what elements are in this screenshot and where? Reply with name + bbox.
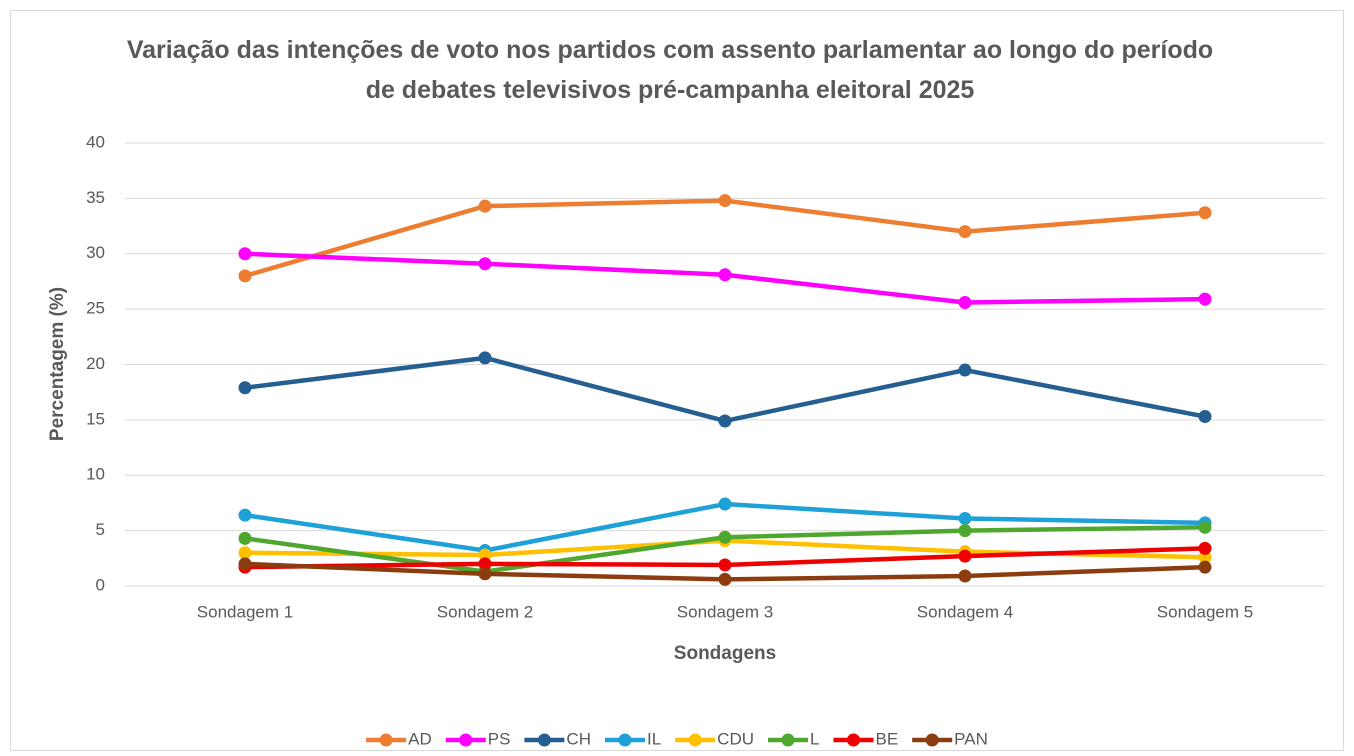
point <box>238 531 252 545</box>
point <box>238 508 252 522</box>
legend-label: PAN <box>954 729 988 748</box>
point <box>1198 410 1212 424</box>
legend-marker <box>459 733 473 747</box>
legend-label: AD <box>408 729 432 748</box>
x-tick-label: Sondagem 5 <box>1157 602 1253 621</box>
point <box>1198 560 1212 574</box>
point <box>958 511 972 525</box>
y-tick-label: 25 <box>86 299 105 318</box>
legend-marker <box>688 733 702 747</box>
y-tick-label: 10 <box>86 465 105 484</box>
point <box>958 524 972 538</box>
point <box>958 295 972 309</box>
legend-label: CH <box>566 729 591 748</box>
y-tick-label: 0 <box>96 575 105 594</box>
point <box>958 549 972 563</box>
y-tick-label: 40 <box>86 132 105 151</box>
legend-marker <box>537 733 551 747</box>
point <box>1198 292 1212 306</box>
legend-label: IL <box>647 729 661 748</box>
legend: AD PS CH IL CDU L BE PAN <box>366 729 988 748</box>
point <box>958 363 972 377</box>
y-tick-label: 15 <box>86 409 105 428</box>
x-tick-label: Sondagem 3 <box>677 602 773 621</box>
point <box>478 199 492 213</box>
point <box>238 546 252 560</box>
point <box>718 268 732 282</box>
point <box>718 194 732 208</box>
point <box>1198 520 1212 534</box>
point <box>718 497 732 511</box>
legend-marker <box>379 733 393 747</box>
point <box>238 381 252 395</box>
point <box>478 351 492 365</box>
x-axis-title: Sondagens <box>674 643 776 664</box>
point <box>718 414 732 428</box>
point <box>238 557 252 571</box>
point <box>718 558 732 572</box>
chart-border <box>10 10 1344 751</box>
legend-marker <box>925 733 939 747</box>
legend-marker <box>618 733 632 747</box>
y-tick-label: 35 <box>86 188 105 207</box>
x-tick-label: Sondagem 1 <box>197 602 293 621</box>
legend-label: CDU <box>717 729 754 748</box>
y-tick-label: 30 <box>86 243 105 262</box>
point <box>478 257 492 271</box>
y-tick-label: 5 <box>96 520 105 539</box>
y-tick-label: 20 <box>86 354 105 373</box>
point <box>478 557 492 571</box>
point <box>1198 206 1212 220</box>
point <box>718 530 732 544</box>
legend-label: PS <box>488 729 511 748</box>
x-tick-label: Sondagem 2 <box>437 602 533 621</box>
chart-title: Variação das intenções de voto nos parti… <box>126 36 1214 104</box>
legend-label: BE <box>875 729 898 748</box>
legend-marker <box>846 733 860 747</box>
legend-label: L <box>810 729 819 748</box>
point <box>1198 541 1212 555</box>
point <box>958 569 972 583</box>
legend-marker <box>781 733 795 747</box>
point <box>238 269 252 283</box>
x-tick-label: Sondagem 4 <box>917 602 1013 621</box>
point <box>718 572 732 586</box>
point <box>238 247 252 261</box>
point <box>958 225 972 239</box>
point <box>478 567 492 581</box>
y-axis-title: Percentagem (%) <box>47 287 68 441</box>
